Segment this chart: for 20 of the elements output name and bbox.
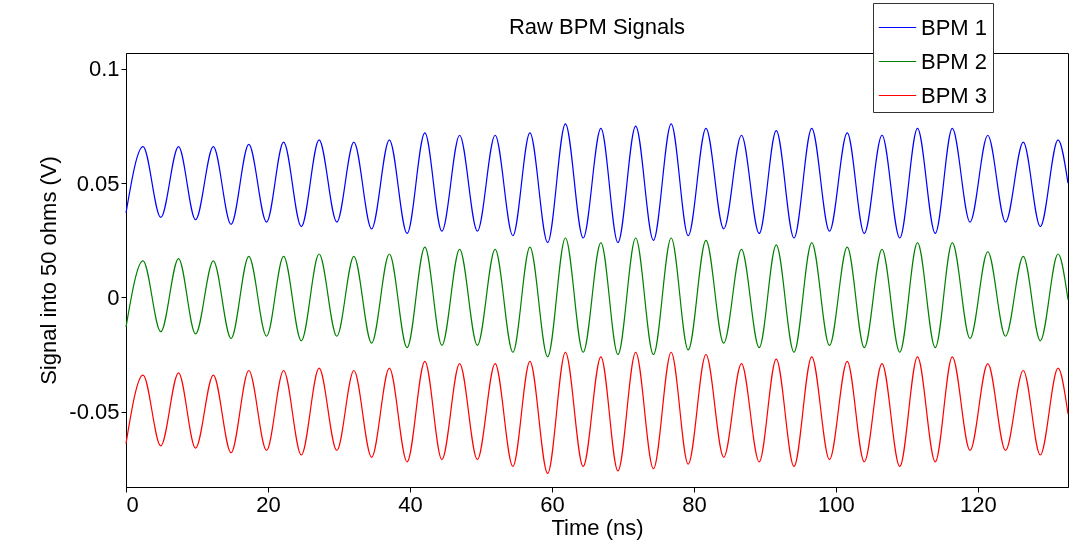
legend-label: BPM 2 <box>921 48 988 74</box>
line-series <box>125 123 1069 244</box>
legend-label: BPM 3 <box>921 82 988 108</box>
x-tick-label: 0 <box>126 491 139 517</box>
chart-title: Raw BPM Signals <box>508 13 686 39</box>
x-tick-label: 20 <box>256 491 281 517</box>
y-axis-title: Signal into 50 ohms (V) <box>36 156 62 385</box>
line-series <box>125 237 1069 358</box>
x-tick-label: 80 <box>682 491 707 517</box>
x-axis-title: Time (ns) <box>551 514 644 540</box>
x-tick-label: 100 <box>818 491 855 517</box>
y-tick-label: 0.1 <box>88 56 120 82</box>
x-tick-label: 120 <box>959 491 997 517</box>
x-tick-label: 60 <box>540 491 565 517</box>
y-tick-label: 0.05 <box>76 170 120 196</box>
legend-label: BPM 1 <box>921 14 988 40</box>
line-series <box>125 351 1069 474</box>
x-tick-label: 40 <box>398 491 423 517</box>
y-tick-label: 0 <box>107 284 120 310</box>
y-tick-label: -0.05 <box>69 399 120 425</box>
